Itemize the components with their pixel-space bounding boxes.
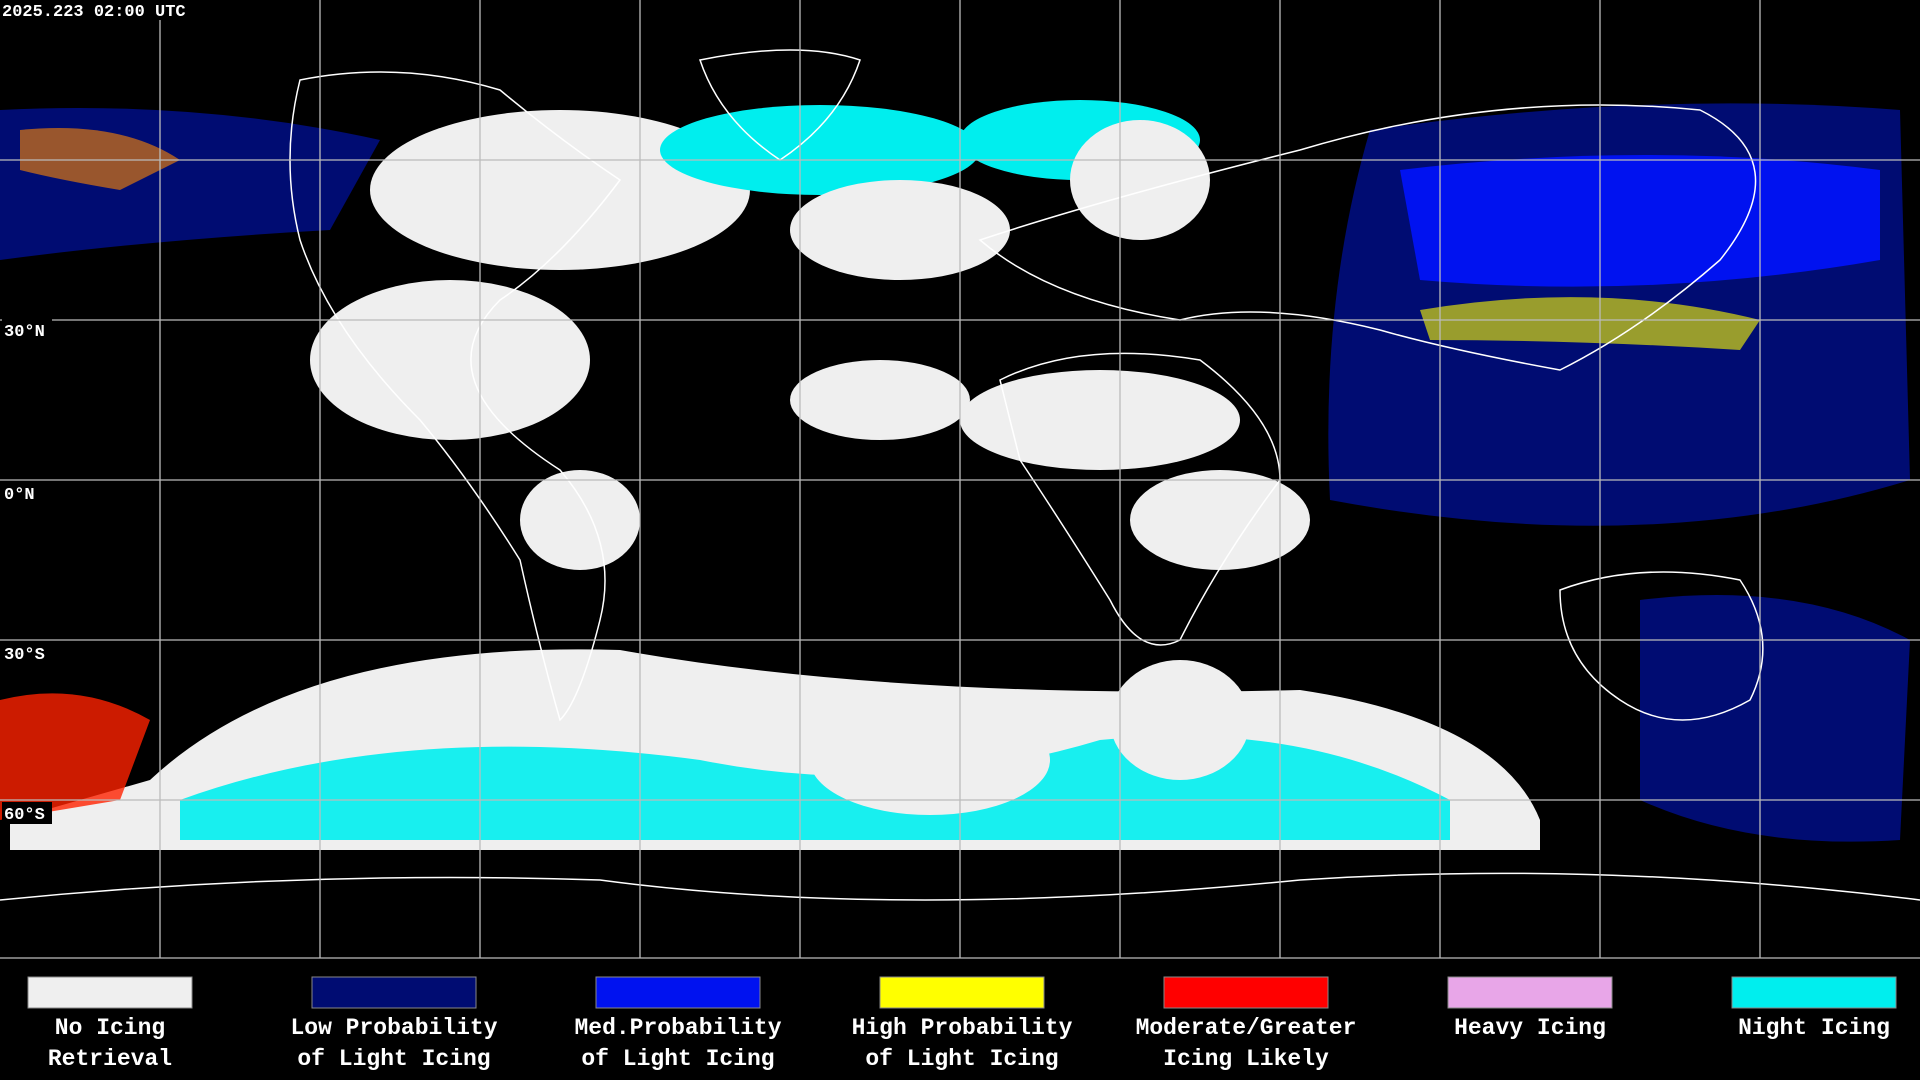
legend-label: Med.Probability [574, 1015, 781, 1041]
coastline [978, 104, 1757, 371]
icing-area [20, 128, 180, 190]
coastline [699, 49, 861, 161]
cloud [960, 370, 1240, 470]
icing-area [1400, 155, 1880, 287]
legend-label: of Light Icing [865, 1046, 1058, 1072]
cloud [1070, 120, 1210, 240]
timestamp-bg [0, 0, 222, 20]
legend-label: of Light Icing [581, 1046, 774, 1072]
label-bg [2, 318, 52, 340]
coastlines [0, 49, 1920, 901]
legend-swatch [595, 976, 761, 1009]
coastline [1559, 571, 1764, 721]
icing-area [1640, 595, 1910, 842]
legend-label: No Icing [55, 1015, 165, 1041]
latitude-label: 0°N [4, 486, 35, 505]
latitude-label: 60°S [4, 806, 45, 825]
label-bg [2, 482, 42, 504]
icing-area [1420, 297, 1760, 350]
legend: No Icing Retrieval Low Probability of Light… [27, 976, 1897, 1072]
legend-label: Night Icing [1738, 1015, 1890, 1041]
cloud [810, 705, 1050, 815]
coastline [0, 872, 1920, 901]
label-bg [2, 642, 52, 664]
legend-swatch [1447, 976, 1613, 1009]
cloud [1110, 660, 1250, 780]
cloud [790, 180, 1010, 280]
legend-swatch [27, 976, 193, 1009]
cloud [1130, 470, 1310, 570]
latitude-label: 30°N [4, 323, 45, 342]
coastline [289, 71, 622, 722]
legend-swatch [311, 976, 477, 1009]
legend-swatch [1731, 976, 1897, 1009]
latitude-label: 30°S [4, 646, 45, 665]
legend-label: Low Probability [290, 1015, 497, 1041]
legend-label: Icing Likely [1163, 1046, 1329, 1072]
graticule [0, 0, 1920, 959]
legend-label: Moderate/Greater [1136, 1015, 1357, 1041]
legend-label: High Probability [852, 1015, 1073, 1041]
coastline [999, 352, 1281, 646]
cloud [790, 360, 970, 440]
legend-label: Retrieval [48, 1046, 172, 1072]
legend-label: of Light Icing [297, 1046, 490, 1072]
timestamp: 2025.223 02:00 UTC [2, 3, 186, 22]
legend-swatch [879, 976, 1045, 1009]
cloud [310, 280, 590, 440]
cloud [370, 110, 750, 270]
icing-area [0, 693, 150, 820]
label-bg [2, 802, 52, 824]
cloud [520, 470, 640, 570]
legend-label: Heavy Icing [1454, 1015, 1606, 1041]
cloud [660, 105, 980, 195]
legend-swatch [1163, 976, 1329, 1009]
